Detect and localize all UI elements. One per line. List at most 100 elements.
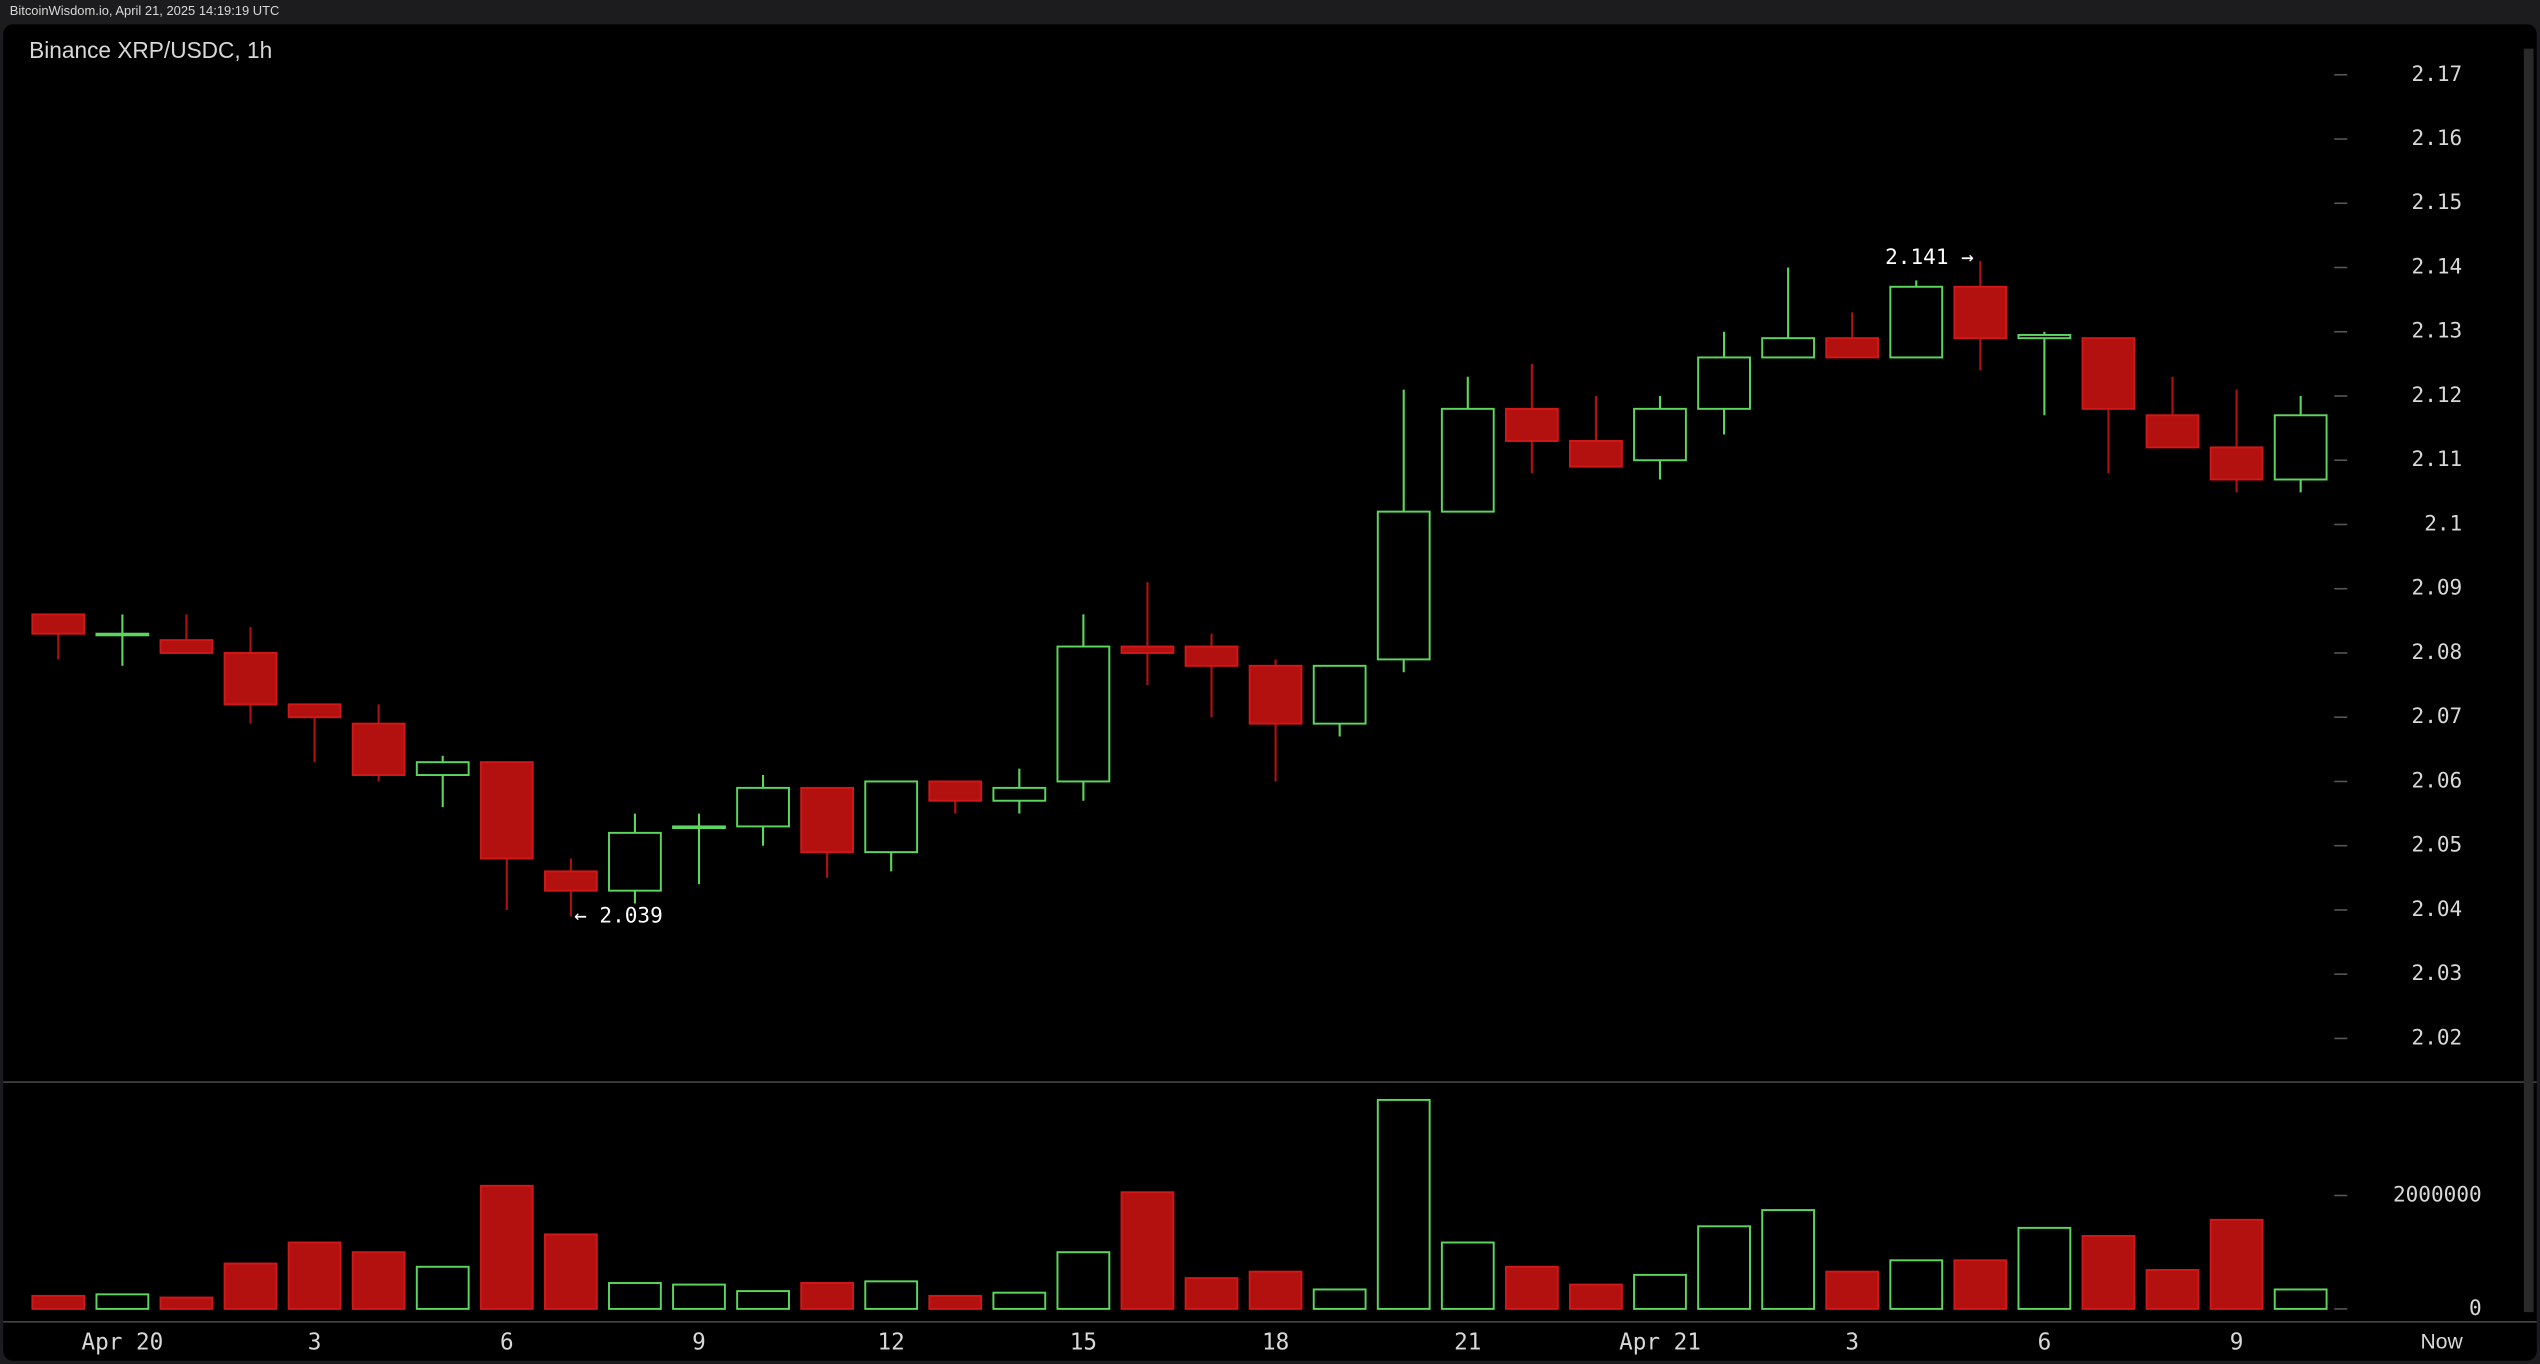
volume-bar bbox=[223, 1262, 278, 1310]
volume-tick-label: 2000000 bbox=[2393, 1182, 2482, 1207]
y-tick-label: 2.11 bbox=[2412, 446, 2463, 471]
candle-body bbox=[351, 722, 406, 776]
candle-body bbox=[1825, 337, 1880, 359]
x-tick-label: 15 bbox=[1070, 1329, 1097, 1355]
candle-body bbox=[543, 870, 598, 892]
volume-bar bbox=[1889, 1259, 1944, 1310]
y-tick-label: 2.13 bbox=[2412, 318, 2463, 343]
volume-bar bbox=[1248, 1270, 1303, 1310]
volume-bar bbox=[479, 1184, 534, 1310]
volume-bar bbox=[1312, 1288, 1367, 1310]
volume-bar bbox=[2145, 1269, 2200, 1310]
x-tick-label: 6 bbox=[500, 1329, 514, 1355]
volume-bar bbox=[287, 1241, 342, 1310]
x-tick-label: 3 bbox=[308, 1329, 322, 1355]
y-tick-label: 2.09 bbox=[2412, 575, 2463, 600]
x-tick-label: 3 bbox=[1845, 1329, 1859, 1355]
volume-bar bbox=[1184, 1277, 1239, 1310]
candle-body bbox=[159, 639, 214, 654]
y-tick-label: 2.12 bbox=[2412, 382, 2463, 407]
volume-bar bbox=[1697, 1225, 1751, 1310]
volume-bar bbox=[672, 1283, 726, 1310]
y-tick-label: 2.08 bbox=[2412, 639, 2463, 664]
x-tick-label: 9 bbox=[2230, 1329, 2244, 1355]
y-tick-label: 2.1 bbox=[2424, 510, 2462, 535]
candle-body bbox=[287, 703, 342, 719]
candle-body bbox=[2209, 446, 2264, 481]
candle-body bbox=[1248, 664, 1303, 725]
volume-bar bbox=[800, 1282, 855, 1310]
candle-body bbox=[928, 780, 983, 802]
volume-bar bbox=[1056, 1251, 1111, 1310]
candle-body bbox=[864, 780, 919, 854]
volume-bar bbox=[928, 1294, 983, 1310]
candle-body bbox=[1184, 645, 1239, 667]
candle-body bbox=[1697, 356, 1751, 410]
candle-body bbox=[1761, 337, 1816, 359]
candle-body bbox=[1504, 407, 1559, 442]
candle-body bbox=[31, 613, 86, 635]
candle-body bbox=[223, 651, 278, 706]
y-tick-label: 2.06 bbox=[2412, 767, 2463, 792]
volume-bar bbox=[736, 1290, 790, 1310]
scrollbar bbox=[2523, 48, 2534, 1313]
volume-bar bbox=[31, 1294, 86, 1310]
volume-bar bbox=[1440, 1241, 1495, 1310]
x-tick-label: 9 bbox=[692, 1329, 706, 1355]
x-tick-label: 21 bbox=[1454, 1329, 1481, 1355]
x-tick-label: 6 bbox=[2038, 1329, 2052, 1355]
volume-tick-label: 0 bbox=[2469, 1295, 2482, 1320]
volume-bar bbox=[1633, 1273, 1687, 1310]
volume-bar bbox=[543, 1233, 598, 1310]
volume-bar bbox=[864, 1280, 919, 1310]
candle-body bbox=[800, 786, 855, 854]
volume-bar bbox=[415, 1265, 470, 1310]
candle-body bbox=[1312, 664, 1367, 725]
volume-bar bbox=[351, 1251, 406, 1310]
x-tick-label: 12 bbox=[878, 1329, 905, 1355]
y-tick-label: 2.16 bbox=[2412, 125, 2463, 150]
x-tick-label: Apr 21 bbox=[1619, 1329, 1701, 1355]
volume-bar bbox=[2017, 1226, 2072, 1310]
candle-body bbox=[672, 825, 726, 830]
candle-body bbox=[479, 761, 534, 860]
volume-bar bbox=[1376, 1098, 1431, 1310]
candle-body bbox=[736, 786, 790, 828]
volume-bar bbox=[1120, 1191, 1175, 1310]
candle-body bbox=[1056, 645, 1111, 783]
x-tick-label: Apr 20 bbox=[81, 1329, 163, 1355]
candle-body bbox=[992, 786, 1047, 802]
volume-bar bbox=[608, 1282, 662, 1310]
volume-bar bbox=[1569, 1283, 1623, 1310]
candle-body bbox=[608, 831, 662, 892]
candle-body bbox=[95, 632, 150, 637]
candle-body bbox=[2017, 333, 2072, 340]
candle-body bbox=[1440, 407, 1495, 513]
y-tick-label: 2.17 bbox=[2412, 61, 2463, 86]
y-tick-label: 2.05 bbox=[2412, 832, 2463, 857]
candle-body bbox=[1120, 645, 1175, 654]
y-tick-label: 2.03 bbox=[2412, 960, 2463, 985]
x-tick-label: 18 bbox=[1262, 1329, 1289, 1355]
candle-body bbox=[1569, 439, 1623, 468]
y-tick-label: 2.02 bbox=[2412, 1024, 2463, 1049]
annotation-low: ← 2.039 bbox=[574, 902, 663, 927]
candle-body bbox=[1633, 407, 1687, 462]
candle-body bbox=[1376, 510, 1431, 661]
volume-bar bbox=[2209, 1218, 2264, 1310]
volume-bar bbox=[1953, 1259, 2008, 1310]
source: BitcoinWisdom.io, April 21, 2025 14:19:1… bbox=[10, 3, 280, 18]
candle-body bbox=[2081, 337, 2136, 410]
chart-title: Binance XRP/USDC, 1h bbox=[29, 37, 272, 63]
candle-body bbox=[2145, 414, 2200, 449]
volume-bar bbox=[95, 1293, 150, 1310]
candle-body bbox=[1889, 285, 1944, 359]
volume-bar bbox=[1825, 1270, 1880, 1310]
x-tick-label: Now bbox=[2421, 1330, 2464, 1353]
annotation-high: 2.141 → bbox=[1885, 244, 1974, 269]
y-tick-label: 2.07 bbox=[2412, 703, 2463, 728]
candle-body bbox=[2273, 414, 2328, 481]
y-tick-label: 2.15 bbox=[2412, 189, 2463, 214]
volume-bar bbox=[1761, 1209, 1816, 1310]
